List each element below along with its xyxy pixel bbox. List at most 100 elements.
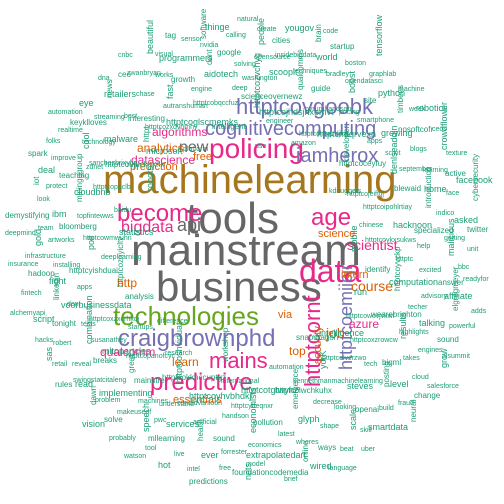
word-beautiful: beautiful (145, 19, 155, 54)
word-google: google (217, 48, 242, 57)
word-live: live (174, 451, 185, 458)
word-qualcomm: qualcomm (100, 345, 156, 359)
word-thinge: thinge (205, 22, 230, 32)
word-wheres: wheres (296, 439, 319, 446)
word-analysis: analysis (125, 292, 154, 301)
word-read: read (75, 379, 94, 389)
word-predictions: predictions (189, 477, 228, 486)
word-azure: azure (349, 317, 380, 331)
word-ever: ever (201, 450, 219, 460)
word-probably: probably (109, 435, 136, 442)
word-facebook: facebook (456, 175, 493, 185)
word-httptcoiwchkuhx: httptcoiwchkuhx (275, 386, 332, 395)
word-httptcokknccuptgz: httptcokknccuptgz (162, 373, 227, 382)
word-course: course (351, 278, 394, 294)
word-httptc: httptc (396, 256, 414, 263)
word-amazon: amazon (291, 140, 316, 147)
word-policing: policing (209, 133, 304, 164)
word-httptcoxzrowcw: httptcoxzrowcw (350, 337, 398, 344)
word-specialized: specialized (414, 226, 454, 235)
word-yougov: yougov (285, 23, 315, 33)
word-solving: solving (234, 61, 256, 68)
word-artworks: artworks (48, 237, 75, 244)
word-keyklloves: keyklloves (70, 118, 107, 127)
word-hot: hot (158, 460, 171, 470)
word-latest: latest (278, 431, 295, 438)
word-kdnuggets: kdnuggets (329, 188, 362, 195)
word-ceos: ceos (432, 126, 447, 133)
word-cnbc: cnbc (118, 52, 133, 59)
word-tool: tool (145, 445, 157, 452)
word-malware: malware (104, 134, 139, 144)
word-become: become (117, 200, 203, 227)
word-pollution: pollution (253, 418, 283, 427)
word-graphlab: graphlab (369, 71, 397, 78)
word-team: team (38, 225, 54, 232)
word-realtime: realtime (58, 127, 83, 134)
word-infrastructure: infrastructure (25, 253, 66, 260)
word-brain: brain (314, 24, 323, 42)
word-sas: sas (44, 346, 54, 361)
word-understand: understand (159, 401, 195, 408)
word-statistics: statistics (119, 227, 154, 237)
word-fraud: fraud (398, 400, 414, 407)
word-age: age (311, 204, 352, 231)
word-httptcoglscmemks: httptcoglscmemks (166, 117, 239, 127)
word-via: via (278, 309, 293, 321)
word-programmers: programmers (159, 53, 213, 63)
word-job: job (326, 325, 345, 341)
word-unit: unit (467, 246, 479, 253)
word-problem: problem (95, 397, 121, 404)
word-look: look (37, 196, 50, 203)
word-httptcytfeqnxr: httptcytfeqnxr (231, 403, 274, 410)
word-business: business (156, 263, 322, 310)
word-identify: identify (365, 265, 391, 274)
word-sound: sound (213, 434, 235, 443)
word-international: international (221, 378, 260, 385)
word-guide: guide (311, 84, 331, 93)
word-teaching: teaching (59, 171, 90, 180)
word-cities: cities (272, 36, 291, 45)
word-run: run (354, 287, 368, 297)
word-tag: tag (165, 31, 177, 40)
word-level: level (390, 379, 409, 389)
word-economists: economists (248, 387, 258, 433)
word-kennethmanmachinelearning: kennethmanmachinelearning (293, 378, 383, 385)
word-wired: wired (310, 461, 332, 471)
word-scientist: scientist (347, 237, 398, 253)
word-alchemyapi: alchemyapi (10, 310, 46, 317)
word-httptcopanofcyc: httptcopanofcyc (126, 353, 176, 360)
word-breaks: breaks (93, 356, 118, 365)
word-health: health (196, 419, 205, 441)
word-hacks: hacks (35, 337, 54, 344)
word-change: change (414, 391, 441, 400)
word-sensor: sensor (181, 36, 203, 43)
word-texture: texture (446, 150, 468, 157)
word-data: data (299, 253, 362, 289)
word-ceo: ceo (118, 70, 131, 79)
word-visual: visual (155, 51, 173, 58)
word-excited: excited (419, 267, 442, 274)
word-prediction: prediction (130, 161, 178, 173)
word-mllearning: mllearning (148, 434, 185, 443)
word-apps: apps (77, 284, 93, 291)
word-affiliate: affiliate (444, 291, 473, 301)
word-vision: vision (82, 419, 106, 429)
word-difference: difference (157, 318, 188, 325)
word-httptcojeifttjj: httptcojeifttjj (347, 191, 384, 198)
word-machinelearning: machinelearning (103, 158, 397, 202)
word-looking: looking (334, 404, 357, 411)
word-httptcotgtwyhz: httptcotgtwyhz (241, 385, 299, 395)
word-pwc: pwc (154, 417, 167, 424)
word-software: software (199, 8, 208, 39)
word-baidu: baidu (114, 207, 132, 214)
word-httptcolvzrzwo: httptcolvzrzwo (322, 355, 367, 362)
word-poll: poll (86, 235, 96, 250)
word-scale: scale (348, 408, 358, 430)
word-takes: takes (403, 355, 420, 362)
word-sound: sound (437, 335, 459, 344)
word-hadoop: hadoop (28, 269, 55, 278)
word-chase: chase (136, 91, 155, 98)
word-artificial: artificial (193, 419, 217, 426)
word-highlights: highlights (399, 329, 429, 336)
